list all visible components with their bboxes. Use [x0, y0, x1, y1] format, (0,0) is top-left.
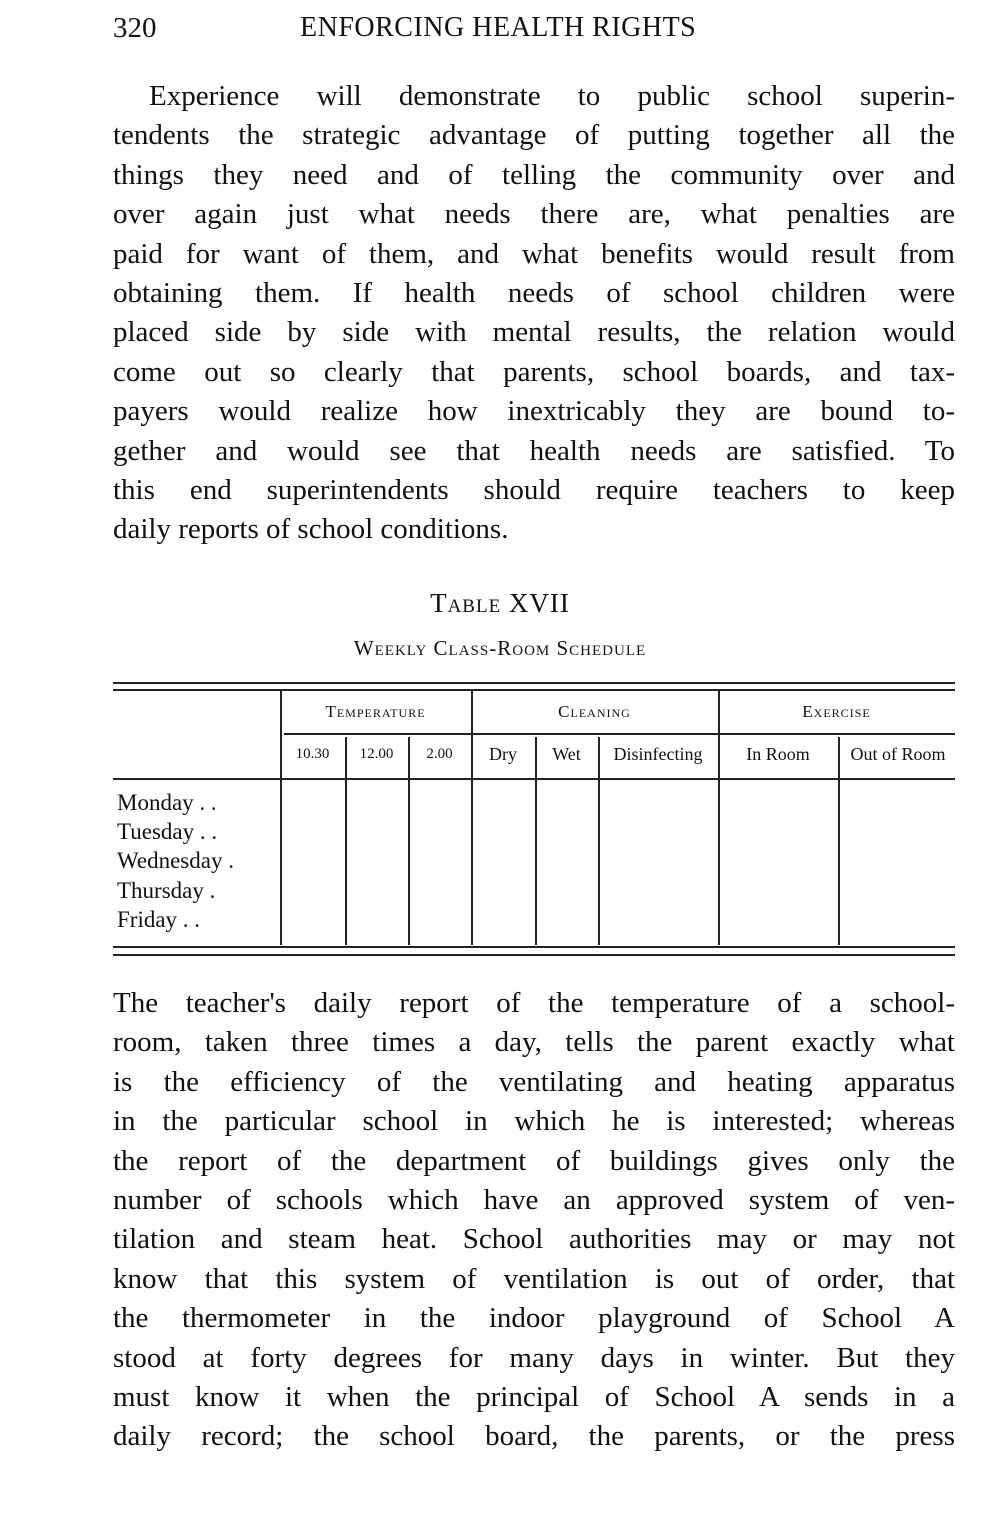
column-header: Dry: [489, 744, 517, 764]
page-number: 320: [113, 12, 157, 44]
paragraph-1: Experience will demonstrate to public sc…: [113, 77, 955, 550]
text-line: tilation and steam heat. School authorit…: [113, 1223, 955, 1256]
column-header: Wet: [552, 744, 581, 764]
row-label-thursday: Thursday .: [117, 878, 216, 903]
group-header-temperature: Temperature: [325, 702, 426, 721]
text-line: placed side by side with mental results,…: [113, 316, 955, 349]
group-header-cleaning: Cleaning: [558, 702, 631, 721]
text-line: over again just what needs there are, wh…: [113, 198, 955, 231]
column-header: 2.00: [426, 746, 453, 762]
text-line: Experience will demonstrate to public sc…: [149, 80, 955, 112]
column-header: In Room: [746, 744, 810, 764]
text-line: The teacher's daily report of the temper…: [113, 987, 955, 1019]
text-line: in the particular school in which he is …: [113, 1105, 955, 1138]
text-line: tendents the strategic advantage of putt…: [113, 119, 955, 152]
column-header: 12.00: [359, 746, 394, 762]
group-header-exercise: Exercise: [802, 702, 871, 721]
text-line: gether and would see that health needs a…: [113, 434, 955, 467]
table-title: Weekly Class-Room Schedule: [353, 636, 647, 660]
text-line: daily record; the school board, the pare…: [113, 1420, 955, 1453]
column-header: Out of Room: [850, 744, 946, 764]
running-title: ENFORCING HEALTH RIGHTS: [300, 12, 697, 43]
row-label-friday: Friday . .: [117, 907, 201, 932]
column-header: 10.30: [295, 746, 330, 762]
text-line: this end superintendents should require …: [113, 473, 955, 506]
text-line: is the efficiency of the ventilating and…: [113, 1065, 955, 1098]
text-line: things they need and of telling the comm…: [113, 158, 955, 191]
text-line: know that this system of ventilation is …: [113, 1262, 955, 1295]
column-header: Disinfecting: [613, 744, 703, 764]
row-label-tuesday: Tuesday . .: [117, 819, 218, 844]
text-line: room, taken three times a day, tells the…: [113, 1026, 955, 1059]
row-label-monday: Monday . .: [117, 790, 217, 815]
text-line: payers would realize how inextricably th…: [113, 395, 955, 428]
text-line: the thermometer in the indoor playground…: [113, 1302, 955, 1335]
table-label: Table XVII: [430, 588, 570, 618]
text-line: number of schools which have an approved…: [113, 1183, 955, 1216]
text-line: stood at forty degrees for many days in …: [113, 1341, 955, 1374]
text-line: obtaining them. If health needs of schoo…: [113, 276, 955, 309]
text-line: paid for want of them, and what benefits…: [113, 237, 955, 270]
text-line: must know it when the principal of Schoo…: [113, 1380, 955, 1413]
text-line: the report of the department of building…: [113, 1144, 955, 1177]
text-line: daily reports of school conditions.: [113, 513, 509, 546]
paragraph-2: The teacher's daily report of the temper…: [113, 984, 955, 1457]
text-line: come out so clearly that parents, school…: [113, 355, 955, 388]
row-label-wednesday: Wednesday .: [117, 848, 234, 873]
